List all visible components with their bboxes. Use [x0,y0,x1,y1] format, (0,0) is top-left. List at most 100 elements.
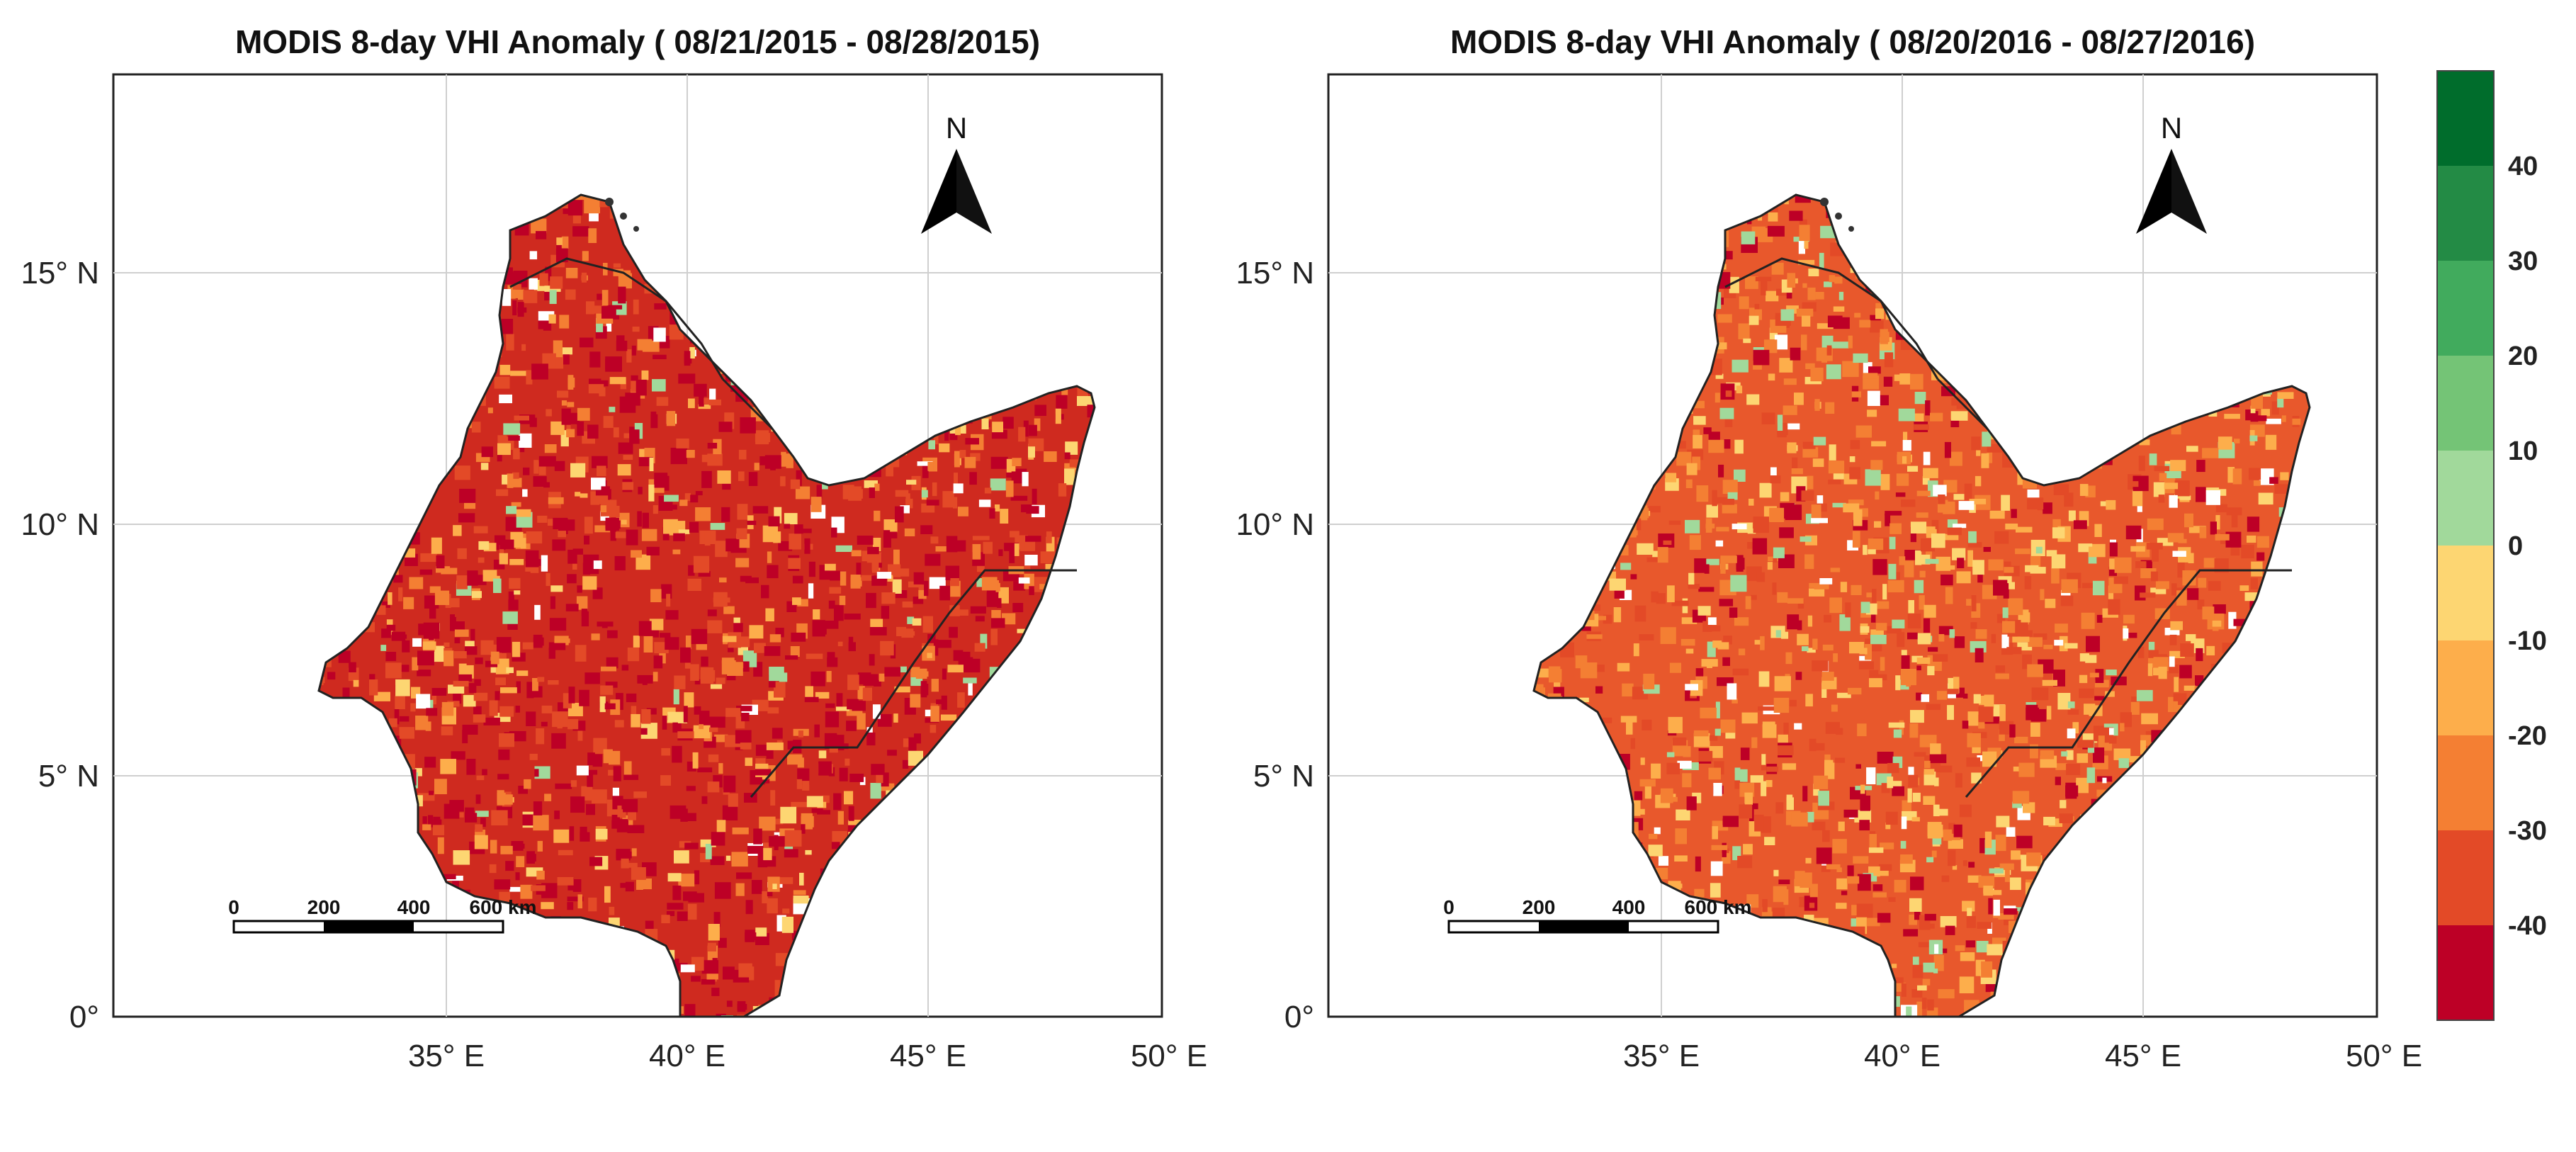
raster-cell [1952,865,1958,870]
raster-cell [2079,653,2089,662]
raster-cell [663,519,678,534]
raster-cell [1024,565,1031,570]
raster-cell [1931,519,1939,533]
raster-cell [713,597,730,603]
raster-cell [1634,605,1646,622]
raster-cell [2258,492,2273,505]
raster-cell [603,416,614,428]
raster-cell [1812,638,1818,650]
raster-cell [1671,600,1689,606]
raster-cell [705,844,712,859]
raster-cell [1665,473,1677,482]
raster-cell [1995,835,2006,852]
raster-cell [1838,291,1844,300]
raster-cell [1056,395,1068,409]
raster-cell [385,652,397,661]
raster-cell [2001,634,2009,648]
raster-cell [1673,737,1687,746]
raster-cell [2055,763,2067,770]
raster-cell [1987,944,2003,956]
raster-cell [464,501,476,509]
raster-cell [1923,468,1938,478]
raster-cell [1863,1023,1868,1036]
raster-cell [544,290,551,301]
raster-cell [444,650,454,667]
raster-cell [684,660,691,669]
raster-cell [454,629,469,637]
raster-cell [1994,531,2009,544]
raster-cell [1648,845,1663,857]
raster-cell [1633,643,1639,657]
raster-cell [1889,536,1896,550]
raster-cell [1910,373,1923,390]
raster-cell [1586,634,1603,639]
raster-cell [812,623,827,635]
raster-cell [815,691,830,699]
raster-cell [2042,854,2049,860]
raster-cell [440,759,456,774]
raster-cell [608,769,617,776]
raster-cell [1800,536,1812,542]
raster-cell [2004,908,2018,915]
raster-cell [653,655,663,669]
raster-cell [1853,509,1863,526]
raster-cell [2150,587,2167,594]
raster-cell [2043,645,2053,650]
raster-cell [497,451,502,462]
raster-cell [1613,607,1622,623]
raster-cell [533,634,543,648]
raster-cell [631,713,640,728]
raster-cell [403,597,414,609]
raster-cell [679,499,688,507]
raster-cell [1893,729,1902,738]
raster-cell [2177,560,2185,578]
raster-cell [862,687,872,701]
raster-cell [577,585,582,593]
raster-cell [1880,842,1894,849]
raster-cell [954,451,960,468]
raster-cell [520,884,533,899]
raster-cell [1909,723,1919,738]
raster-cell [2250,411,2259,422]
raster-cell [2256,552,2265,561]
raster-cell [678,373,696,384]
raster-cell [641,709,651,724]
raster-cell [1804,915,1814,922]
raster-cell [1820,225,1836,239]
raster-cell [1710,735,1718,741]
raster-cell [796,470,802,487]
raster-cell [2011,850,2021,860]
raster-cell [1710,883,1721,898]
raster-cell [572,548,583,555]
raster-cell [1971,595,1977,611]
raster-cell [689,346,695,358]
raster-cell [506,667,514,673]
raster-cell [2028,637,2043,648]
raster-cell [567,378,575,388]
raster-cell [1892,786,1904,796]
raster-cell [709,716,725,728]
raster-cell [2073,520,2087,529]
raster-cell [2164,628,2180,636]
raster-cell [599,696,606,713]
raster-cell [920,525,933,534]
raster-cell [1779,358,1793,373]
raster-cell [1740,769,1748,782]
raster-cell [1922,476,1930,485]
raster-cell [2251,395,2263,409]
raster-cell [1805,857,1812,864]
raster-cell [1014,543,1019,556]
raster-cell [1774,676,1791,691]
raster-cell [1736,385,1743,394]
raster-cell [2040,750,2055,759]
raster-cell [612,787,619,803]
raster-cell [680,964,695,973]
raster-cell [699,390,704,407]
raster-cell [1901,669,1916,686]
raster-cell [977,564,985,572]
raster-cell [1827,315,1843,328]
raster-cell [417,670,431,677]
raster-cell [755,769,772,776]
raster-cell [908,737,917,751]
raster-cell [417,650,434,666]
